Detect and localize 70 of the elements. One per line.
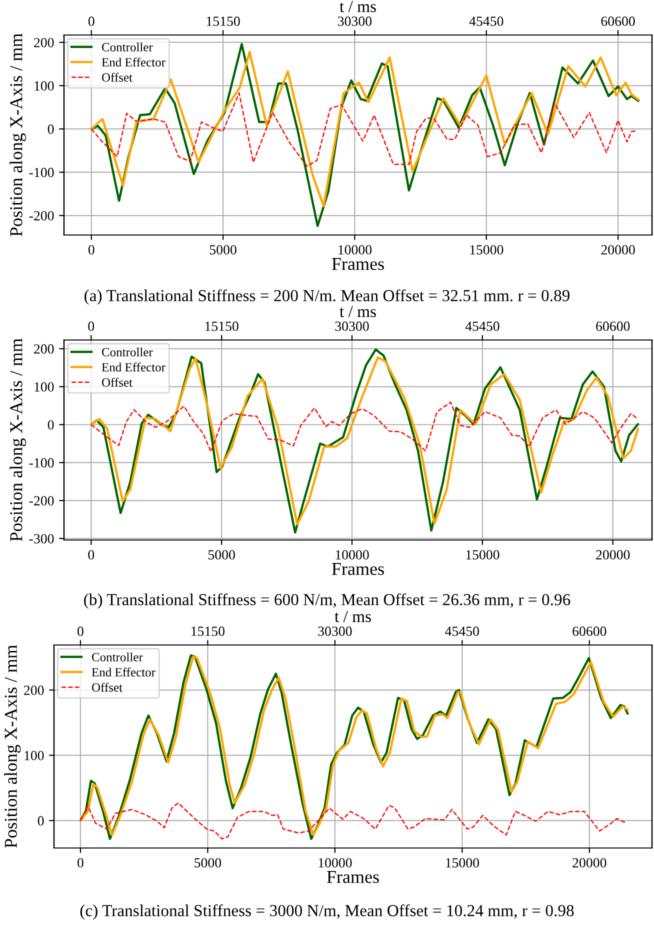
y-axis-title: Position along X-Axis / mm — [10, 33, 26, 236]
x2-tick-label: 30300 — [338, 16, 372, 26]
x-tick-label: 0 — [88, 550, 94, 560]
x-tick-label: 10000 — [318, 858, 352, 868]
y-tick-label: 0 — [48, 420, 54, 430]
y-tick-label: -200 — [29, 496, 54, 506]
x2-tick-label: 15150 — [206, 16, 240, 26]
line-series — [90, 42, 640, 228]
x2-tick-label: 45450 — [469, 16, 504, 26]
text: (b) Translational Stiffness = 600 N/m, Mean Offset = 26.36 mm, r = 0.96 — [84, 593, 570, 609]
x-tick-label: 20000 — [572, 858, 606, 868]
x2-tick-label: 60600 — [596, 322, 630, 331]
y-tick-label: -300 — [29, 534, 54, 544]
y-axis-title: Position along X-Axis / mm — [4, 644, 21, 848]
x-tick-label: 20000 — [596, 550, 630, 560]
y-tick-label: 200 — [24, 686, 44, 695]
x2-tick-label: 15150 — [205, 322, 238, 331]
legend-label: End Effector — [102, 362, 166, 372]
x2-tick-label: 60600 — [572, 626, 606, 636]
x2-tick-label: 0 — [88, 322, 94, 331]
legend-label: Offset — [102, 72, 132, 82]
x-tick-label: 0 — [88, 245, 94, 254]
x-tick-label: 15000 — [446, 858, 479, 868]
y-tick-label: 100 — [24, 750, 44, 760]
text: (a) Translational Stiffness = 200 N/m. Mean Offset = 32.51 mm. r = 0.89 — [84, 289, 570, 305]
legend-label: Controller — [102, 42, 153, 52]
x-tick-label: 15000 — [466, 550, 500, 560]
x-tick-label: 10000 — [338, 245, 372, 254]
y-tick-label: -200 — [29, 211, 54, 220]
x2-tick-label: 30300 — [335, 322, 369, 331]
x2-tick-label: 45450 — [445, 626, 479, 636]
y-tick-label: 200 — [34, 344, 54, 354]
x2-axis-title: t / ms — [334, 611, 371, 622]
x2-axis-title: t / ms — [340, 306, 376, 318]
x2-tick-label: 60600 — [601, 16, 635, 26]
x2-tick-label: 0 — [78, 626, 84, 636]
y-axis-title: Position along X-Axis / mm — [10, 338, 26, 542]
x2-tick-label: 45450 — [465, 322, 500, 331]
y-tick-label: 100 — [34, 81, 54, 91]
legend-label: Controller — [92, 652, 143, 662]
legend-label: Offset — [102, 378, 132, 387]
x2-tick-label: 15150 — [192, 626, 225, 636]
x-tick-label: 0 — [78, 858, 84, 868]
y-tick-label: -100 — [29, 458, 54, 468]
x-axis-title: Frames — [332, 258, 384, 270]
x-tick-label: 5000 — [208, 550, 235, 560]
x2-tick-label: 0 — [88, 16, 94, 26]
line-series — [90, 92, 638, 167]
y-tick-label: 200 — [34, 38, 54, 48]
legend-label: Controller — [102, 348, 153, 356]
x2-axis-title: t / ms — [340, 1, 376, 12]
legend-label: End Effector — [102, 58, 166, 67]
legend-label: End Effector — [92, 668, 156, 677]
x-tick-label: 10000 — [336, 550, 369, 560]
text: (c) Translational Stiffness = 3000 N/m, Mean Offset = 10.24 mm, r = 0.98 — [80, 904, 574, 920]
y-tick-label: 0 — [48, 124, 54, 134]
x-tick-label: 20000 — [601, 245, 635, 254]
y-tick-label: 0 — [38, 816, 44, 826]
y-tick-label: 100 — [34, 382, 54, 392]
x-tick-label: 5000 — [210, 245, 236, 254]
x-axis-title: Frames — [326, 871, 379, 884]
x-tick-label: 5000 — [194, 858, 222, 868]
x2-tick-label: 30300 — [318, 626, 352, 636]
x-tick-label: 15000 — [470, 245, 504, 254]
x-axis-title: Frames — [332, 563, 384, 576]
y-tick-label: -100 — [29, 168, 54, 178]
line-series — [90, 50, 640, 208]
line-series — [90, 402, 639, 452]
legend-label: Offset — [92, 682, 122, 692]
line-series — [80, 802, 628, 840]
